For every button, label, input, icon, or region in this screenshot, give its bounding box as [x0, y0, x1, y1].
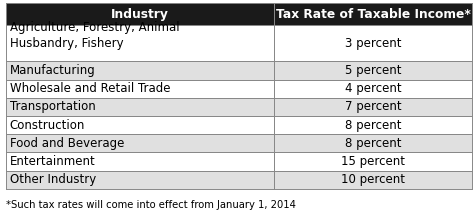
Bar: [6, 25, 274, 61]
Text: Transportation: Transportation: [10, 100, 95, 113]
Text: 7 percent: 7 percent: [345, 100, 401, 113]
Bar: [6, 116, 274, 134]
Text: Industry: Industry: [111, 8, 169, 21]
Text: Food and Beverage: Food and Beverage: [10, 137, 124, 150]
Bar: [274, 134, 472, 152]
Bar: [6, 61, 274, 80]
Bar: [6, 171, 274, 189]
Text: 15 percent: 15 percent: [341, 155, 405, 168]
Text: Manufacturing: Manufacturing: [10, 64, 95, 77]
Bar: [274, 80, 472, 98]
Text: Entertainment: Entertainment: [10, 155, 95, 168]
Bar: [274, 116, 472, 134]
Text: 10 percent: 10 percent: [341, 173, 405, 186]
Bar: [274, 3, 472, 25]
Text: Construction: Construction: [10, 119, 85, 132]
Bar: [274, 152, 472, 171]
Text: Agriculture, Forestry, Animal
Husbandry, Fishery: Agriculture, Forestry, Animal Husbandry,…: [10, 21, 179, 50]
Text: Other Industry: Other Industry: [10, 173, 96, 186]
Bar: [6, 134, 274, 152]
Text: 4 percent: 4 percent: [345, 82, 401, 95]
Text: 8 percent: 8 percent: [345, 137, 401, 150]
Text: 3 percent: 3 percent: [345, 37, 401, 50]
Bar: [274, 171, 472, 189]
Bar: [6, 3, 274, 25]
Text: 5 percent: 5 percent: [345, 64, 401, 77]
Bar: [6, 80, 274, 98]
Bar: [274, 25, 472, 61]
Text: Wholesale and Retail Trade: Wholesale and Retail Trade: [10, 82, 170, 95]
Bar: [6, 98, 274, 116]
Bar: [274, 61, 472, 80]
Text: Tax Rate of Taxable Income*: Tax Rate of Taxable Income*: [276, 8, 470, 21]
Bar: [6, 152, 274, 171]
Text: 8 percent: 8 percent: [345, 119, 401, 132]
Text: *Such tax rates will come into effect from January 1, 2014: *Such tax rates will come into effect fr…: [6, 199, 296, 210]
Bar: [274, 98, 472, 116]
